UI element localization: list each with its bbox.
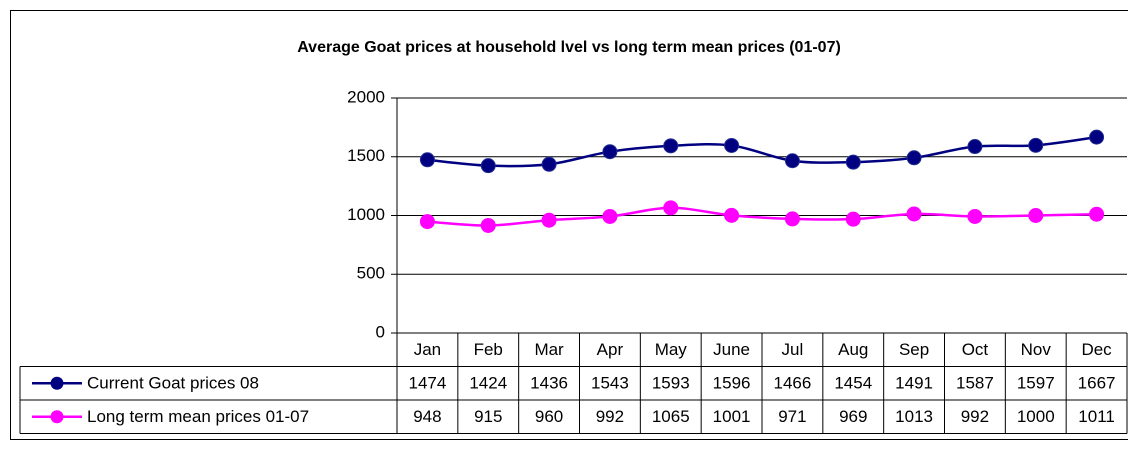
y-tick-label: 1500 bbox=[347, 146, 385, 165]
marker bbox=[906, 150, 922, 166]
marker bbox=[845, 211, 861, 227]
marker bbox=[1089, 206, 1105, 222]
table-value: 971 bbox=[778, 407, 806, 426]
marker bbox=[541, 156, 557, 172]
x-tick-label: June bbox=[713, 340, 750, 359]
y-tick-label: 500 bbox=[357, 264, 385, 283]
x-tick-label: Oct bbox=[962, 340, 989, 359]
marker bbox=[419, 152, 435, 168]
marker bbox=[784, 153, 800, 169]
x-tick-label: Sep bbox=[899, 340, 929, 359]
marker bbox=[1028, 137, 1044, 153]
table-value: 1000 bbox=[1017, 407, 1055, 426]
x-tick-label: Aug bbox=[838, 340, 868, 359]
table-value: 1593 bbox=[652, 374, 690, 393]
table-value: 1065 bbox=[652, 407, 690, 426]
table-value: 1454 bbox=[834, 374, 872, 393]
table-value: 1587 bbox=[956, 374, 994, 393]
legend-marker bbox=[50, 376, 64, 390]
x-tick-label: May bbox=[655, 340, 688, 359]
marker bbox=[845, 154, 861, 170]
table-value: 1474 bbox=[409, 374, 447, 393]
table-value: 992 bbox=[961, 407, 989, 426]
marker bbox=[967, 208, 983, 224]
marker bbox=[602, 208, 618, 224]
marker bbox=[967, 139, 983, 155]
table-value: 1436 bbox=[530, 374, 568, 393]
x-tick-label: Mar bbox=[534, 340, 564, 359]
table-value: 948 bbox=[413, 407, 441, 426]
marker bbox=[784, 211, 800, 227]
marker bbox=[602, 144, 618, 160]
x-tick-label: Jul bbox=[782, 340, 804, 359]
table-value: 1001 bbox=[713, 407, 751, 426]
y-tick-label: 2000 bbox=[347, 87, 385, 106]
x-tick-label: Apr bbox=[597, 340, 624, 359]
table-value: 1597 bbox=[1017, 374, 1055, 393]
y-tick-label: 1000 bbox=[347, 205, 385, 224]
chart-title: Average Goat prices at household lvel vs… bbox=[297, 39, 841, 56]
table-value: 1491 bbox=[895, 374, 933, 393]
table-value: 1596 bbox=[713, 374, 751, 393]
marker bbox=[480, 158, 496, 174]
x-tick-label: Dec bbox=[1081, 340, 1112, 359]
marker bbox=[906, 206, 922, 222]
x-tick-label: Jan bbox=[414, 340, 441, 359]
chart-border bbox=[10, 10, 1128, 440]
table-value: 1466 bbox=[774, 374, 812, 393]
x-tick-label: Nov bbox=[1021, 340, 1052, 359]
marker bbox=[663, 138, 679, 154]
table-value: 1011 bbox=[1078, 407, 1115, 426]
table-value: 1667 bbox=[1078, 374, 1116, 393]
legend-marker bbox=[50, 410, 64, 424]
table-value: 960 bbox=[535, 407, 563, 426]
marker bbox=[419, 214, 435, 230]
x-tick-label: Feb bbox=[474, 340, 503, 359]
legend-label: Long term mean prices 01-07 bbox=[87, 407, 309, 426]
table-value: 1013 bbox=[895, 407, 933, 426]
table-value: 1543 bbox=[591, 374, 629, 393]
marker bbox=[724, 137, 740, 153]
table-value: 969 bbox=[839, 407, 867, 426]
y-tick-label: 0 bbox=[376, 322, 385, 341]
legend-label: Current Goat prices 08 bbox=[87, 374, 259, 393]
marker bbox=[1028, 208, 1044, 223]
table-value: 915 bbox=[474, 407, 502, 426]
marker bbox=[663, 200, 679, 216]
marker bbox=[724, 207, 740, 223]
table-value: 992 bbox=[596, 407, 624, 426]
marker bbox=[480, 217, 496, 233]
marker bbox=[1089, 129, 1105, 145]
table-value: 1424 bbox=[469, 374, 507, 393]
marker bbox=[541, 212, 557, 228]
